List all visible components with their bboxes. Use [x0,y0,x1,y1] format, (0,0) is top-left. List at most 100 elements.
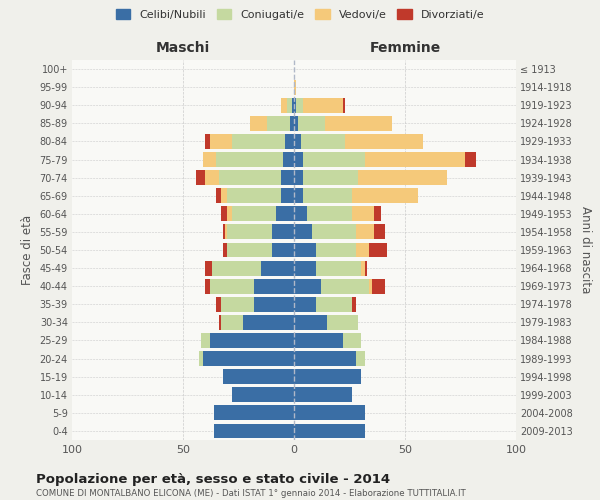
Text: Popolazione per età, sesso e stato civile - 2014: Popolazione per età, sesso e stato civil… [36,472,390,486]
Bar [294,80,296,94]
Bar [227,242,272,258]
Bar [223,242,227,258]
Bar [283,152,294,167]
Bar [217,297,221,312]
Bar [294,315,328,330]
Bar [250,116,268,131]
Bar [290,116,294,131]
Bar [221,297,254,312]
Bar [301,134,345,149]
Bar [343,333,361,348]
Bar [221,206,227,221]
Bar [294,188,303,203]
Bar [216,152,283,167]
Bar [358,170,447,185]
Bar [294,152,303,167]
Bar [205,260,212,276]
Bar [205,134,209,149]
Bar [217,188,221,203]
Bar [325,116,392,131]
Bar [272,224,294,240]
Bar [294,206,307,221]
Bar [221,315,243,330]
Bar [294,134,301,149]
Bar [298,116,325,131]
Bar [294,406,365,420]
Bar [303,152,365,167]
Bar [303,98,343,112]
Bar [303,188,352,203]
Bar [268,116,290,131]
Bar [281,170,294,185]
Bar [281,98,287,112]
Bar [285,134,294,149]
Bar [343,98,345,112]
Bar [320,279,370,293]
Bar [276,206,294,221]
Bar [209,134,232,149]
Bar [294,116,298,131]
Bar [209,333,294,348]
Bar [221,188,227,203]
Bar [232,206,276,221]
Bar [214,424,294,438]
Bar [294,242,316,258]
Bar [294,224,312,240]
Bar [294,297,316,312]
Bar [352,188,418,203]
Bar [294,333,343,348]
Bar [316,260,361,276]
Legend: Celibi/Nubili, Coniugati/e, Vedovi/e, Divorziati/e: Celibi/Nubili, Coniugati/e, Vedovi/e, Di… [112,6,488,23]
Bar [254,279,294,293]
Bar [352,206,374,221]
Bar [227,188,281,203]
Bar [352,297,356,312]
Text: COMUNE DI MONTALBANO ELICONA (ME) - Dati ISTAT 1° gennaio 2014 - Elaborazione TU: COMUNE DI MONTALBANO ELICONA (ME) - Dati… [36,489,466,498]
Bar [203,351,294,366]
Bar [203,152,217,167]
Bar [199,351,203,366]
Bar [365,152,465,167]
Bar [260,260,294,276]
Bar [361,260,365,276]
Bar [227,224,272,240]
Text: Maschi: Maschi [156,40,210,54]
Bar [370,242,387,258]
Bar [243,315,294,330]
Bar [465,152,476,167]
Bar [272,242,294,258]
Bar [223,224,225,240]
Bar [209,279,254,293]
Bar [372,279,385,293]
Bar [254,297,294,312]
Bar [294,170,303,185]
Y-axis label: Anni di nascita: Anni di nascita [580,206,592,294]
Bar [214,406,294,420]
Bar [296,98,303,112]
Bar [292,98,294,112]
Bar [225,224,227,240]
Bar [316,297,352,312]
Bar [356,351,365,366]
Bar [294,424,365,438]
Bar [287,98,292,112]
Bar [312,224,356,240]
Bar [232,134,285,149]
Bar [356,242,370,258]
Bar [294,98,296,112]
Bar [294,351,356,366]
Bar [345,134,423,149]
Bar [307,206,352,221]
Text: Femmine: Femmine [370,40,440,54]
Bar [212,260,260,276]
Bar [281,188,294,203]
Bar [294,279,320,293]
Bar [218,315,221,330]
Bar [227,206,232,221]
Bar [218,170,281,185]
Bar [223,369,294,384]
Bar [205,170,218,185]
Bar [356,224,374,240]
Bar [374,206,380,221]
Bar [328,315,358,330]
